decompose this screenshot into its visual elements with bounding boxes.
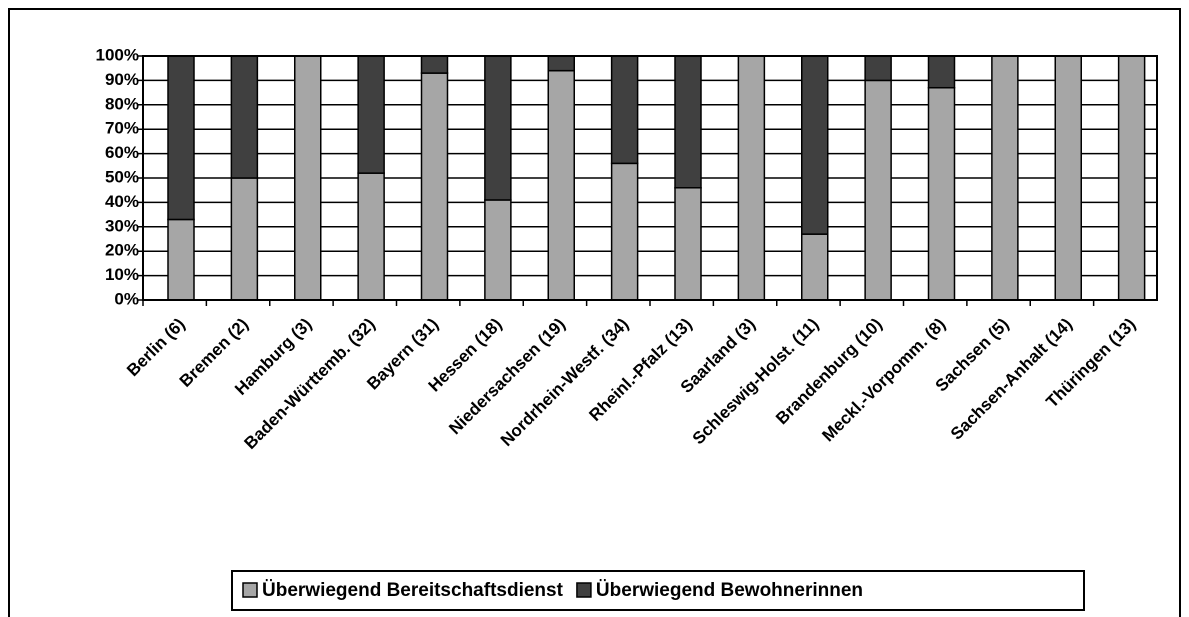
y-tick-label: 50% [105,167,139,186]
bar-segment [1117,55,1146,301]
y-tick-label: 20% [105,241,139,260]
bar-segment [737,55,766,301]
bar-segment [230,55,259,179]
bar-segment [864,55,892,82]
x-tick-label: Schleswig-Holst. (11) [689,315,823,449]
bar-segment [991,55,1019,301]
y-tick-label: 40% [105,192,139,211]
y-tick-label: 0% [114,289,139,308]
legend: Überwiegend Bereitschaftsdienst Überwiege… [231,570,1085,611]
legend-swatch [242,582,258,598]
y-tick-label: 10% [105,265,139,284]
legend-label: Überwiegend Bereitschaftsdienst [262,580,564,601]
y-tick-label: 60% [105,143,139,162]
legend-swatch [576,582,592,598]
x-tick-label: Baden-Württemb. (32) [240,315,378,453]
bar-segment [674,55,702,189]
x-tick-label: Niedersachsen (19) [445,315,569,439]
x-tick-label: Sachsen-Anhalt (14) [947,315,1076,444]
bar-segment [927,86,956,301]
bar-segment [167,218,195,301]
bar-segment [547,55,575,72]
bar-segment [420,72,449,301]
bar-segment [357,172,385,301]
y-tick-label: 30% [105,216,139,235]
legend-box [231,570,1085,611]
x-tick-label: Berlin (6) [123,315,189,381]
chart-frame [8,8,1181,617]
bar-segment [610,55,639,165]
bar-segment [167,55,195,221]
x-tick-label: Brandenburg (10) [772,315,886,429]
bar-segment [610,162,639,301]
y-tick-label: 90% [105,70,139,89]
bar-segment [801,55,829,235]
bar-segment [674,187,702,301]
y-tick-label: 100% [96,45,139,64]
bar-segment [420,55,449,74]
bar-segment [1054,55,1082,301]
bar-segment [294,55,322,301]
legend-label: Überwiegend Bewohnerinnen [596,580,863,601]
x-tick-label: Nordrhein-Westf. (34) [497,315,632,450]
bar-segment [357,55,385,174]
bar-segment [927,55,956,89]
bar-segment [864,79,892,301]
y-tick-label: 80% [105,94,139,113]
bar-segment [547,69,575,301]
bar-segment [801,233,829,301]
x-tick-label: Meckl.-Vorpomm. (8) [818,315,949,446]
bar-segment [484,199,512,301]
y-tick-label: 70% [105,119,139,138]
bar-segment [230,177,259,301]
bar-segment [484,55,512,201]
